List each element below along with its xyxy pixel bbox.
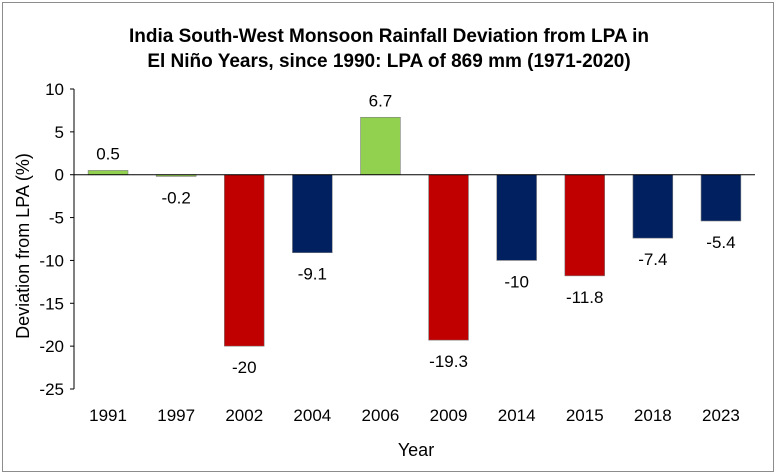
data-label-2014: -10 [504, 272, 529, 291]
y-tick-label: -10 [39, 251, 64, 270]
y-tick-label: 0 [55, 166, 64, 185]
plot-area: 10 5 0 -5 -10 -15 -20 -25 0.5 1991 -0.2 1997 -20 2002… [39, 80, 755, 425]
x-axis-title: Year [398, 440, 434, 460]
data-label-2002: -20 [232, 358, 257, 377]
x-tick-label-2018: 2018 [634, 406, 672, 425]
chart-frame: India South-West Monsoon Rainfall Deviat… [2, 2, 774, 472]
y-tick-label: -5 [49, 209, 64, 228]
bar-2014 [496, 174, 537, 261]
data-label-2018: -7.4 [638, 250, 667, 269]
y-tick-label: -25 [39, 380, 64, 399]
chart-title-line-1: India South-West Monsoon Rainfall Deviat… [129, 26, 649, 47]
x-tick-label-2015: 2015 [566, 406, 604, 425]
bar-2002 [224, 174, 265, 347]
x-tick-label-2014: 2014 [498, 406, 536, 425]
x-tick-label-2002: 2002 [225, 406, 263, 425]
x-tick-label-2006: 2006 [362, 406, 400, 425]
chart-title-line-2: El Niño Years, since 1990: LPA of 869 mm… [147, 51, 630, 72]
x-tick-label-2009: 2009 [430, 406, 468, 425]
data-label-1991: 0.5 [96, 144, 120, 163]
y-tick-label: 5 [55, 123, 64, 142]
y-tick-label: -20 [39, 337, 64, 356]
bar-2009 [428, 174, 469, 341]
data-label-2009: -19.3 [429, 352, 468, 371]
y-tick-label: -15 [39, 294, 64, 313]
chart-canvas: India South-West Monsoon Rainfall Deviat… [13, 26, 755, 460]
data-label-1997: -0.2 [162, 188, 191, 207]
data-label-2015: -11.8 [566, 288, 604, 307]
y-tick-label: 10 [45, 80, 64, 99]
data-label-2023: -5.4 [706, 233, 735, 252]
data-label-2006: 6.7 [369, 91, 393, 110]
bar-2004 [292, 174, 333, 254]
bar-2018 [632, 174, 674, 239]
x-tick-label-1997: 1997 [157, 406, 195, 425]
y-axis-title: Deviation from LPA (%) [13, 153, 33, 339]
bar-2006 [360, 116, 401, 176]
bar-2023 [700, 174, 742, 222]
x-tick-label-2023: 2023 [702, 406, 740, 425]
bar-1991 [87, 170, 129, 176]
bar-2015 [564, 174, 605, 277]
data-label-2004: -9.1 [298, 265, 327, 284]
x-tick-label-2004: 2004 [293, 406, 331, 425]
x-tick-label-1991: 1991 [89, 406, 127, 425]
